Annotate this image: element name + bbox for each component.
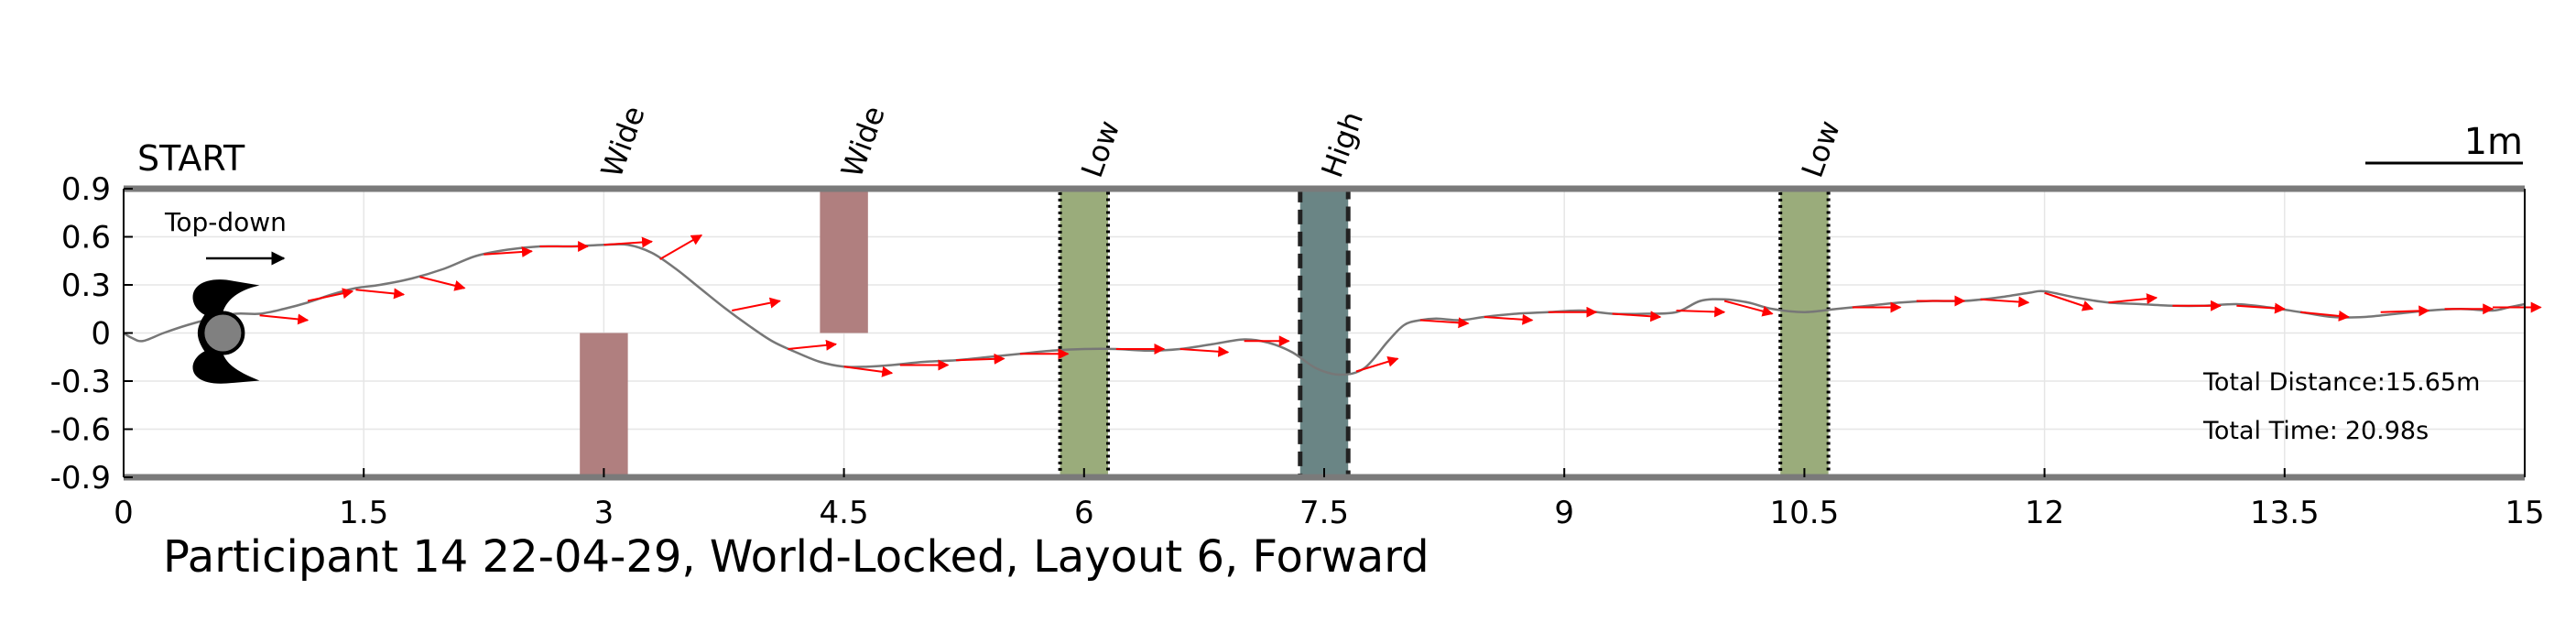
total-distance-label: Total Distance:15.65m — [2202, 368, 2480, 397]
heading-arrow-16 — [1179, 345, 1230, 357]
heading-arrow-18 — [1355, 355, 1399, 373]
y-tick-label-1: 0.6 — [61, 220, 111, 257]
x-tick-label-2: 3 — [594, 495, 614, 531]
obstacle-2 — [820, 189, 868, 333]
obstacle-1 — [580, 333, 628, 477]
heading-arrow-22 — [1612, 311, 1662, 322]
heading-arrow-29 — [2108, 293, 2158, 305]
heading-arrow-9 — [732, 297, 781, 311]
x-tick-label-6: 9 — [1554, 495, 1574, 531]
heading-arrow-10 — [788, 339, 838, 351]
avatar-body — [192, 279, 260, 384]
obstacle-label-2: Wide — [834, 102, 892, 182]
x-tick-label-1: 1.5 — [339, 495, 388, 531]
obstacle-label-1: Wide — [594, 102, 652, 182]
y-tick-label-6: -0.9 — [50, 460, 111, 497]
obstacle-label-3: Low — [1074, 116, 1126, 182]
heading-arrow-31 — [2236, 302, 2286, 314]
heading-arrow-11 — [843, 366, 894, 377]
heading-arrow-2 — [307, 288, 354, 302]
x-tick-label-9: 13.5 — [2250, 495, 2320, 531]
x-tick-label-5: 7.5 — [1299, 495, 1349, 531]
x-tick-label-3: 4.5 — [820, 495, 869, 531]
obstacle-labels: Wide Wide Low High Low — [594, 102, 1847, 182]
heading-arrow-19 — [1419, 317, 1470, 329]
heading-arrow-32 — [2300, 310, 2350, 322]
obstacles — [580, 186, 1831, 480]
y-tick-label-0: 0.9 — [61, 171, 111, 208]
heading-arrow-3 — [355, 288, 406, 300]
y-tick-label-3: 0 — [91, 316, 111, 353]
x-tick-label-0: 0 — [114, 495, 134, 531]
heading-arrow-27 — [1980, 296, 2030, 308]
heading-arrow-20 — [1484, 313, 1534, 325]
direction-label: Top-down — [164, 207, 287, 237]
obstacle-5 — [1778, 187, 1831, 479]
total-time-label: Total Time: 20.98s — [2202, 417, 2429, 445]
x-tick-label-8: 12 — [2025, 495, 2064, 531]
y-tick-label-2: 0.3 — [61, 267, 111, 304]
heading-arrow-13 — [955, 353, 1005, 365]
heading-arrows — [259, 234, 2542, 377]
y-tick-label-4: -0.3 — [50, 364, 111, 400]
obstacle-label-4: High — [1314, 107, 1370, 182]
trajectory-path — [123, 243, 2526, 377]
heading-arrow-5 — [484, 246, 533, 257]
obstacle-label-5: Low — [1795, 116, 1847, 182]
chart-title: Participant 14 22-04-29, World-Locked, L… — [163, 531, 1429, 583]
heading-arrow-8 — [659, 234, 703, 260]
scale-label: 1m — [2464, 121, 2523, 163]
avatar-head — [201, 311, 245, 355]
heading-arrow-4 — [419, 276, 466, 291]
heading-arrow-1 — [259, 313, 310, 325]
x-tick-label-4: 6 — [1074, 495, 1094, 531]
heading-arrow-7 — [603, 236, 654, 248]
start-label: START — [137, 138, 245, 179]
y-tick-label-5: -0.6 — [50, 412, 111, 449]
x-tick-label-7: 10.5 — [1770, 495, 1840, 531]
heading-arrow-28 — [2044, 291, 2094, 311]
trajectory-line — [123, 243, 2526, 377]
avatar-icon — [192, 279, 260, 384]
obstacle-3 — [1058, 187, 1111, 479]
x-tick-label-10: 15 — [2505, 495, 2544, 531]
obstacle-4 — [1298, 186, 1351, 480]
heading-arrow-23 — [1676, 306, 1726, 318]
heading-arrow-24 — [1723, 300, 1774, 317]
tick-labels: 0 1.5 3 4.5 6 7.5 9 10.5 12 13.5 15 0.9 0.6 0.3 0 -0.3 -… — [50, 171, 2545, 531]
heading-arrow-33 — [2380, 305, 2430, 317]
